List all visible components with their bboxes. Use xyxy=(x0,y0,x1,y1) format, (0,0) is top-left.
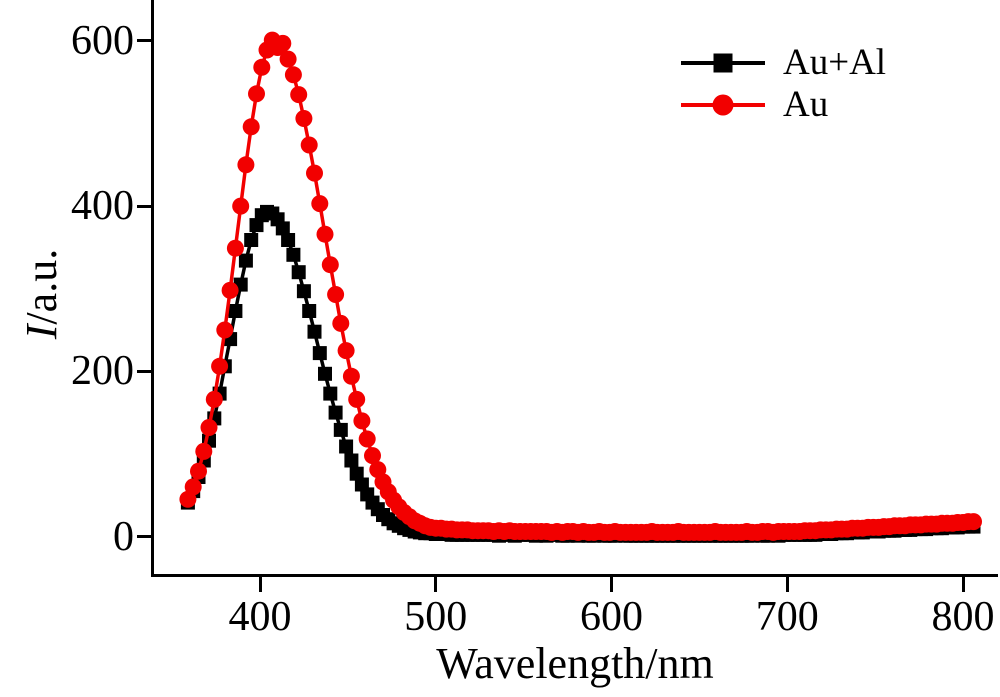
legend: Au+Al Au xyxy=(681,42,886,126)
legend-line-black xyxy=(681,53,765,73)
circle-marker-icon xyxy=(364,447,381,465)
x-tick-label: 500 xyxy=(404,594,468,640)
series-au xyxy=(179,31,982,541)
circle-marker-icon xyxy=(184,478,202,496)
circle-marker-icon xyxy=(200,419,218,436)
x-axis-spine xyxy=(151,574,998,577)
square-marker-icon xyxy=(312,346,327,361)
circle-marker-icon xyxy=(300,136,318,154)
circle-marker-icon xyxy=(279,50,297,68)
y-axis-title: I/a.u. xyxy=(10,144,74,444)
square-marker-icon xyxy=(318,366,332,381)
y-tick-mark xyxy=(137,204,151,208)
circle-marker-icon xyxy=(237,156,255,174)
y-axis-title-units: /a.u. xyxy=(17,248,66,325)
square-marker-icon xyxy=(328,405,343,420)
y-tick-label: 600 xyxy=(71,17,134,64)
square-marker-icon xyxy=(344,453,359,468)
circle-marker-icon xyxy=(205,390,223,408)
circle-marker-icon xyxy=(274,34,292,52)
x-tick-mark xyxy=(610,577,613,592)
x-tick-mark xyxy=(258,577,262,592)
square-marker-icon xyxy=(228,304,243,318)
circle-marker-icon xyxy=(311,195,329,213)
square-marker-icon xyxy=(281,233,296,247)
y-axis-spine xyxy=(151,0,154,577)
square-marker-icon xyxy=(286,247,301,262)
x-tick-label: 400 xyxy=(228,594,292,640)
square-marker-icon xyxy=(302,304,317,318)
circle-marker-icon xyxy=(253,58,271,76)
x-axis-title: Wavelength/nm xyxy=(436,639,714,688)
legend-item-au: Au xyxy=(681,84,886,126)
square-marker-icon xyxy=(333,422,348,437)
circle-marker-icon xyxy=(327,286,345,303)
y-tick-mark xyxy=(137,39,151,43)
circle-marker-icon xyxy=(321,256,339,274)
circle-marker-icon xyxy=(242,118,260,136)
circle-marker-icon xyxy=(248,85,265,103)
y-tick-label: 400 xyxy=(71,183,134,230)
square-marker-icon xyxy=(296,284,311,299)
square-marker-icon xyxy=(339,439,354,454)
series-line xyxy=(186,209,974,538)
circle-marker-icon xyxy=(226,239,244,257)
y-tick-label: 0 xyxy=(113,513,134,560)
square-marker-icon xyxy=(275,221,290,236)
circle-marker-icon xyxy=(712,94,734,116)
circle-marker-icon xyxy=(284,66,302,84)
circle-marker-icon xyxy=(965,513,982,531)
circle-marker-icon xyxy=(195,442,213,460)
circle-marker-icon xyxy=(190,462,207,480)
square-marker-icon xyxy=(291,265,306,280)
circle-marker-icon xyxy=(332,314,350,332)
x-tick-label: 800 xyxy=(931,594,995,640)
square-marker-icon xyxy=(713,53,733,73)
legend-line-red xyxy=(681,94,765,116)
circle-marker-icon xyxy=(290,86,308,104)
x-tick-mark xyxy=(785,577,789,592)
y-tick-label: 200 xyxy=(71,348,134,395)
circle-marker-icon xyxy=(348,390,366,408)
circle-marker-icon xyxy=(216,321,234,339)
circle-marker-icon xyxy=(306,164,323,182)
circle-marker-icon xyxy=(342,367,360,385)
circle-marker-icon xyxy=(221,281,239,299)
series-au-al xyxy=(180,204,981,543)
circle-marker-icon xyxy=(211,357,229,375)
y-axis-title-symbol: I xyxy=(17,324,66,340)
square-marker-icon xyxy=(349,466,364,481)
legend-label-au: Au xyxy=(783,84,829,125)
square-marker-icon xyxy=(244,233,259,247)
x-tick-mark xyxy=(961,577,965,592)
x-tick-label: 700 xyxy=(755,594,819,640)
y-tick-mark xyxy=(137,369,151,373)
circle-marker-icon xyxy=(232,197,250,215)
legend-label-au-al: Au+Al xyxy=(783,42,887,83)
legend-item-au-al: Au+Al xyxy=(681,42,886,84)
circle-marker-icon xyxy=(358,430,376,448)
x-tick-label: 600 xyxy=(580,594,643,640)
square-marker-icon xyxy=(307,324,322,339)
square-marker-icon xyxy=(238,253,253,268)
y-tick-mark xyxy=(137,535,151,538)
circle-marker-icon xyxy=(337,342,355,360)
x-tick-mark xyxy=(434,577,438,592)
circle-marker-icon xyxy=(316,225,334,243)
circle-marker-icon xyxy=(295,110,313,127)
square-marker-icon xyxy=(323,386,338,401)
circle-marker-icon xyxy=(353,412,371,430)
